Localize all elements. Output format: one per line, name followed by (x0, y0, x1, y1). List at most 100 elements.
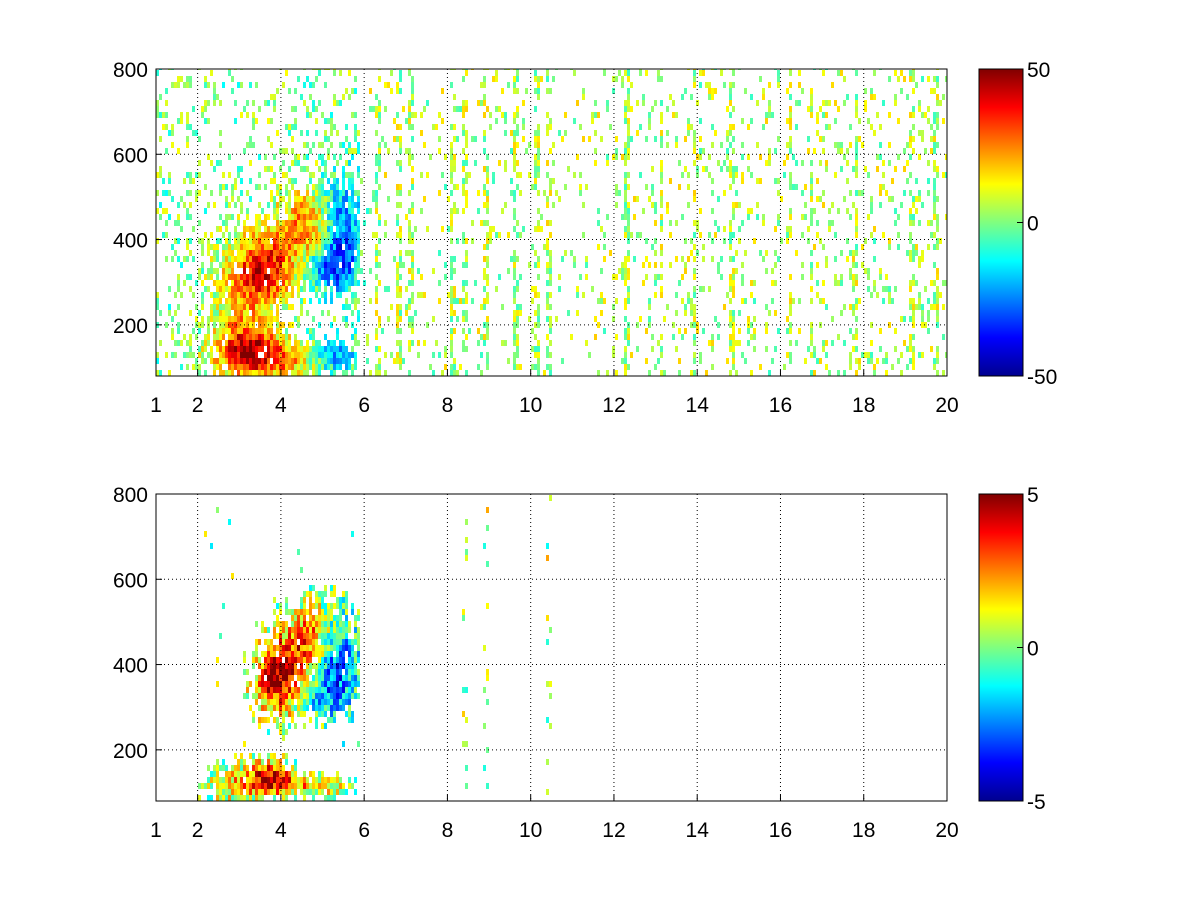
heatmap-cell (267, 717, 270, 723)
heatmap-cell (732, 280, 735, 286)
heatmap-cell (450, 160, 453, 166)
heatmap-cell (249, 250, 252, 256)
heatmap-cell (657, 274, 660, 280)
heatmap-cell (354, 789, 357, 795)
heatmap-cell (240, 178, 243, 184)
heatmap-cell (390, 70, 393, 76)
heatmap-cell (264, 100, 267, 106)
heatmap-cell (258, 232, 261, 238)
heatmap-cell (309, 286, 312, 292)
heatmap-cell (162, 232, 165, 238)
heatmap-cell (711, 340, 714, 346)
heatmap-cell (327, 789, 330, 795)
heatmap-cell (354, 693, 357, 699)
heatmap-cell (852, 280, 855, 286)
heatmap-cell (333, 262, 336, 268)
heatmap-cell (261, 621, 264, 627)
heatmap-cell (288, 274, 291, 280)
heatmap-cell (312, 777, 315, 783)
heatmap-cell (381, 328, 384, 334)
heatmap-cell (918, 304, 921, 310)
heatmap-cell (921, 316, 924, 322)
heatmap-cell (852, 202, 855, 208)
heatmap-cell (246, 238, 249, 244)
heatmap-cell (612, 352, 615, 358)
heatmap-cell (285, 346, 288, 352)
heatmap-cell (345, 627, 348, 633)
heatmap-cell (282, 250, 285, 256)
heatmap-cell (375, 286, 378, 292)
heatmap-cell (654, 220, 657, 226)
heatmap-cell (306, 358, 309, 364)
heatmap-cell (267, 651, 270, 657)
heatmap-cell (258, 256, 261, 262)
heatmap-cell (312, 100, 315, 106)
heatmap-cell (819, 196, 822, 202)
heatmap-cell (186, 256, 189, 262)
heatmap-cell (303, 100, 306, 106)
heatmap-cell (303, 262, 306, 268)
heatmap-cell (732, 136, 735, 142)
heatmap-cell (228, 268, 231, 274)
heatmap-cell (309, 603, 312, 609)
heatmap-cell (339, 190, 342, 196)
heatmap-cell (354, 112, 357, 118)
heatmap-cell (822, 340, 825, 346)
heatmap-cell (627, 142, 630, 148)
heatmap-cell (303, 657, 306, 663)
heatmap-cell (408, 112, 411, 118)
heatmap-cell (744, 88, 747, 94)
heatmap-cell (645, 274, 648, 280)
heatmap-cell (825, 160, 828, 166)
heatmap-cell (729, 340, 732, 346)
heatmap-cell (351, 220, 354, 226)
heatmap-cell (576, 286, 579, 292)
heatmap-cell (321, 112, 324, 118)
heatmap-cell (660, 76, 663, 82)
colorbar-tick-label: 0 (1027, 638, 1039, 661)
heatmap-cell (465, 172, 468, 178)
heatmap-cell (816, 118, 819, 124)
heatmap-cell (258, 244, 261, 250)
heatmap-cell (786, 232, 789, 238)
heatmap-cell (888, 244, 891, 250)
heatmap-cell (825, 352, 828, 358)
heatmap-cell (693, 370, 696, 376)
heatmap-cell (246, 765, 249, 771)
heatmap-cell (243, 298, 246, 304)
heatmap-cell (174, 82, 177, 88)
heatmap-cell (336, 268, 339, 274)
heatmap-cell (258, 202, 261, 208)
heatmap-cell (909, 208, 912, 214)
heatmap-cell (324, 795, 327, 801)
heatmap-cell (930, 304, 933, 310)
heatmap-cell (336, 280, 339, 286)
heatmap-cell (498, 274, 501, 280)
heatmap-cell (594, 130, 597, 136)
heatmap-cell (348, 639, 351, 645)
heatmap-cell (693, 310, 696, 316)
heatmap-cell (660, 214, 663, 220)
heatmap-cell (246, 292, 249, 298)
heatmap-cell (648, 262, 651, 268)
heatmap-cell (342, 675, 345, 681)
heatmap-cell (234, 100, 237, 106)
heatmap-cell (333, 70, 336, 76)
heatmap-cell (219, 304, 222, 310)
heatmap-cell (231, 280, 234, 286)
heatmap-cell (396, 88, 399, 94)
heatmap-cell (243, 783, 246, 789)
heatmap-cell (315, 687, 318, 693)
heatmap-cell (294, 639, 297, 645)
heatmap-cell (729, 280, 732, 286)
heatmap-cell (336, 771, 339, 777)
heatmap-cell (318, 711, 321, 717)
heatmap-cell (627, 340, 630, 346)
heatmap-cell (285, 687, 288, 693)
heatmap-cell (342, 256, 345, 262)
heatmap-cell (549, 250, 552, 256)
heatmap-cell (243, 346, 246, 352)
heatmap-cell (309, 196, 312, 202)
heatmap-cell (747, 166, 750, 172)
heatmap-cell (810, 106, 813, 112)
